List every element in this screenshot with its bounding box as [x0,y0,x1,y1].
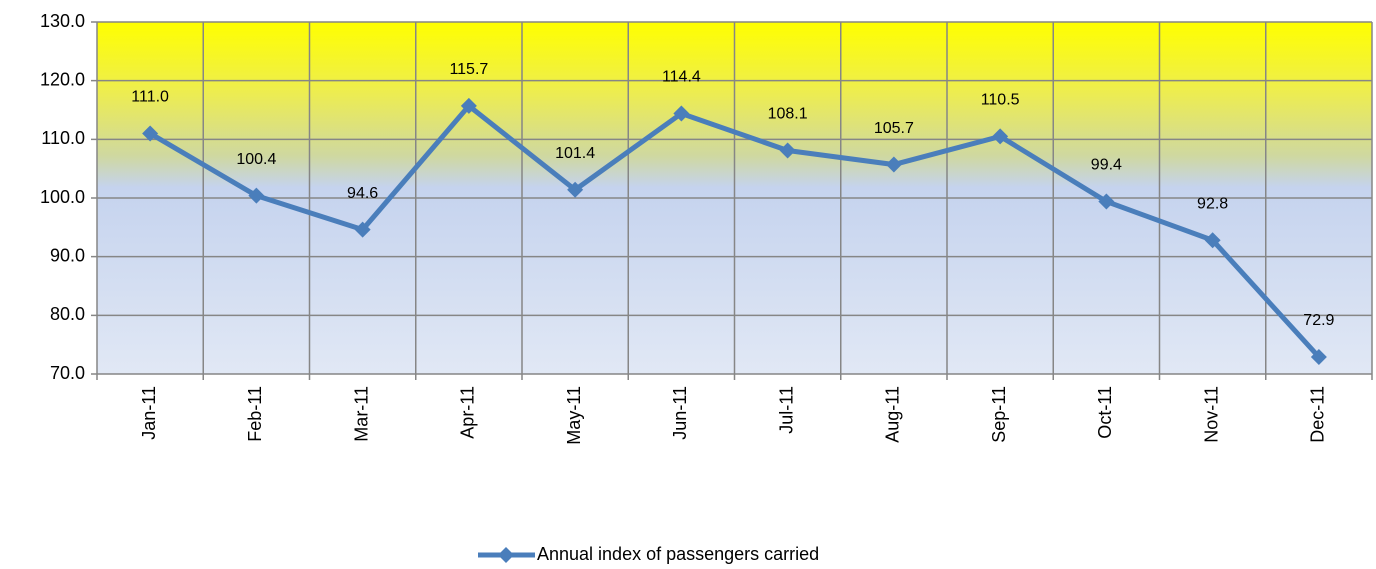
point-marker [1310,348,1327,365]
x-tick-label: Sep-11 [989,386,1009,443]
y-tick-label: 100.0 [40,187,85,207]
legend-marker [498,547,514,563]
x-tick-label: May-11 [564,386,584,445]
point-marker [567,181,584,198]
point-marker [1204,232,1221,249]
x-tick-label: Mar-11 [351,386,371,442]
x-tick-label: Jun-11 [670,386,690,440]
x-tick-label: Aug-11 [883,386,903,443]
x-tick-label: Apr-11 [458,386,478,439]
x-tick-label: Jul-11 [776,386,796,434]
series-line [148,103,1321,359]
y-tick-label: 70.0 [50,363,85,383]
point-marker [885,156,902,173]
y-tick-label: 90.0 [50,245,85,265]
point-marker [460,97,477,114]
data-label: 115.7 [449,61,488,78]
data-label: 111.0 [131,89,169,106]
data-label: 99.4 [1091,157,1122,174]
data-label: 72.9 [1303,312,1334,329]
y-tick-label: 130.0 [40,11,85,31]
data-label: 110.5 [981,92,1020,109]
x-tick-label: Jan-11 [139,386,159,440]
point-marker [779,142,796,159]
data-label: 94.6 [347,185,378,202]
x-tick-label: Feb-11 [245,386,265,442]
point-marker [673,105,690,122]
data-label: 114.4 [662,69,701,86]
x-tick-label: Dec-11 [1308,386,1328,443]
point-marker [248,187,265,204]
legend-label: Annual index of passengers carried [537,544,819,564]
point-marker [354,221,371,238]
point-marker [142,125,159,142]
data-label: 108.1 [768,106,808,123]
point-marker [1098,193,1115,210]
data-label: 105.7 [874,120,914,137]
data-label: 100.4 [236,151,276,168]
y-tick-label: 80.0 [50,304,85,324]
y-tick-label: 120.0 [40,69,85,89]
data-label: 101.4 [555,145,595,162]
data-label: 92.8 [1197,195,1228,212]
point-marker [992,128,1009,145]
x-tick-label: Nov-11 [1201,386,1221,443]
y-tick-label: 110.0 [41,128,85,148]
x-tick-label: Oct-11 [1095,386,1115,439]
